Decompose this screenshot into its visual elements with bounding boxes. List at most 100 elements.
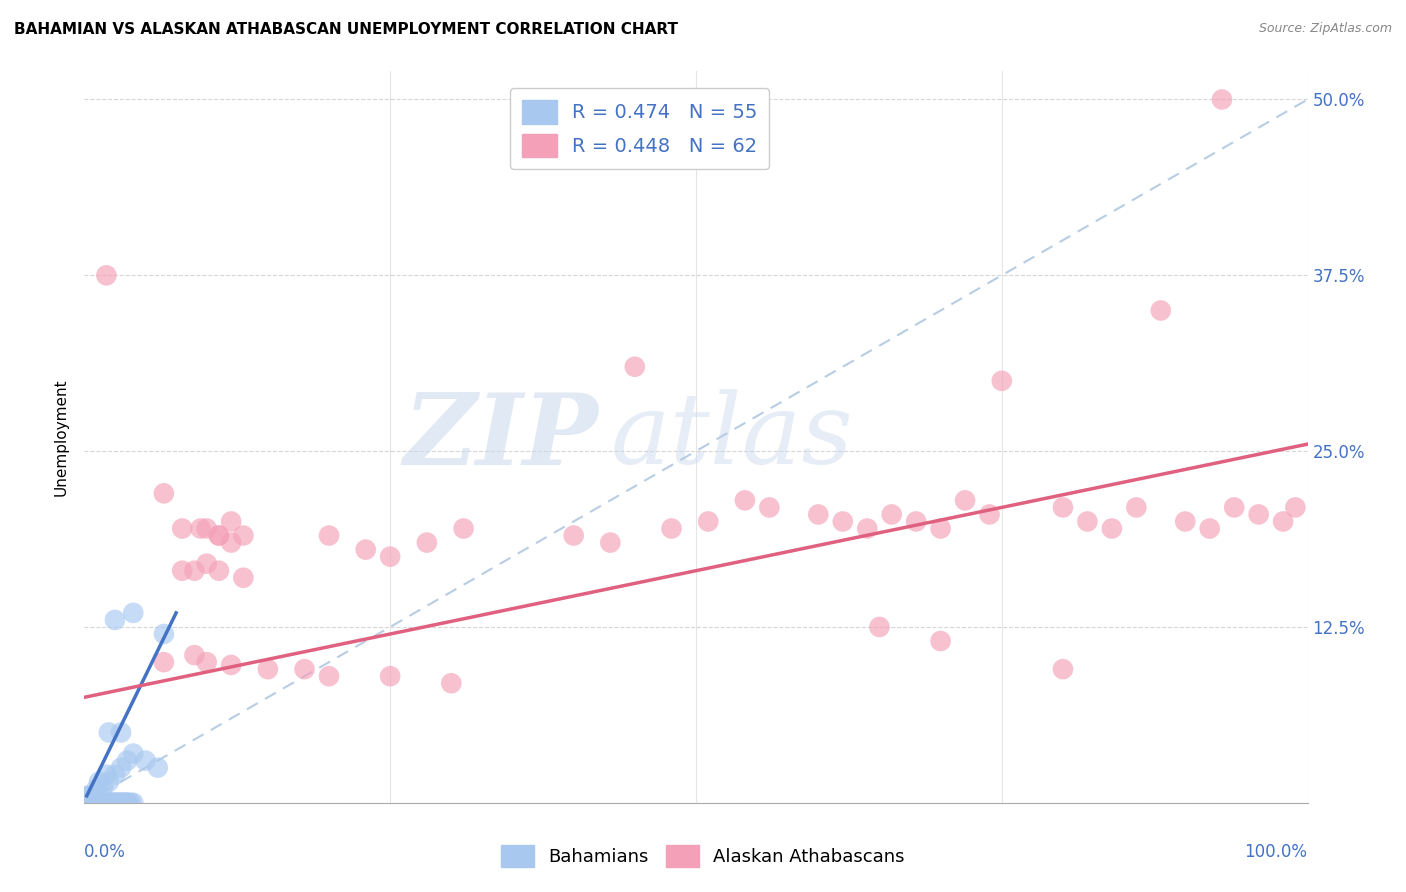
Point: [354, 542, 377, 557]
Point: [172, 521, 194, 535]
Point: [697, 515, 720, 529]
Point: [453, 521, 475, 535]
Point: [146, 761, 169, 775]
Point: [105, 796, 128, 810]
Point: [110, 725, 132, 739]
Point: [153, 627, 176, 641]
Point: [195, 521, 218, 535]
Point: [108, 796, 131, 810]
Point: [1223, 500, 1246, 515]
Point: [257, 662, 280, 676]
Point: [86, 781, 108, 796]
Point: [219, 515, 242, 529]
Point: [117, 796, 139, 810]
Point: [77, 796, 100, 810]
Point: [1174, 515, 1197, 529]
Point: [122, 747, 145, 761]
Point: [122, 796, 145, 810]
Point: [1247, 508, 1270, 522]
Point: [1198, 521, 1220, 535]
Point: [87, 796, 110, 810]
Point: [318, 528, 340, 542]
Point: [599, 535, 621, 549]
Point: [90, 796, 112, 810]
Point: [183, 564, 205, 578]
Text: 0.0%: 0.0%: [84, 843, 127, 861]
Point: [562, 528, 585, 542]
Point: [624, 359, 647, 374]
Point: [1211, 93, 1233, 107]
Point: [79, 796, 101, 810]
Point: [87, 774, 110, 789]
Point: [104, 767, 127, 781]
Point: [112, 796, 135, 810]
Point: [96, 268, 118, 283]
Point: [105, 796, 128, 810]
Point: [80, 789, 103, 803]
Point: [953, 493, 976, 508]
Point: [232, 528, 254, 542]
Text: 100.0%: 100.0%: [1244, 843, 1308, 861]
Point: [1052, 662, 1074, 676]
Point: [1125, 500, 1147, 515]
Point: [294, 662, 316, 676]
Point: [120, 796, 142, 810]
Point: [929, 634, 952, 648]
Text: atlas: atlas: [610, 390, 853, 484]
Point: [440, 676, 463, 690]
Point: [83, 796, 105, 810]
Y-axis label: Unemployment: Unemployment: [53, 378, 69, 496]
Point: [100, 796, 122, 810]
Point: [86, 796, 108, 810]
Point: [111, 796, 134, 810]
Point: [208, 528, 231, 542]
Point: [110, 796, 132, 810]
Point: [96, 796, 118, 810]
Point: [89, 796, 111, 810]
Text: Source: ZipAtlas.com: Source: ZipAtlas.com: [1258, 22, 1392, 36]
Point: [103, 796, 125, 810]
Point: [758, 500, 780, 515]
Point: [1052, 500, 1074, 515]
Point: [685, 93, 707, 107]
Point: [97, 725, 120, 739]
Point: [97, 774, 120, 789]
Point: [734, 493, 756, 508]
Point: [1101, 521, 1123, 535]
Legend: Bahamians, Alaskan Athabascans: Bahamians, Alaskan Athabascans: [494, 838, 912, 874]
Point: [318, 669, 340, 683]
Point: [905, 515, 928, 529]
Point: [190, 521, 212, 535]
Point: [869, 620, 891, 634]
Point: [195, 655, 218, 669]
Point: [80, 796, 103, 810]
Point: [153, 655, 176, 669]
Point: [856, 521, 879, 535]
Point: [114, 796, 136, 810]
Point: [1284, 500, 1306, 515]
Point: [91, 781, 114, 796]
Text: ZIP: ZIP: [404, 389, 598, 485]
Point: [929, 521, 952, 535]
Point: [380, 549, 402, 564]
Point: [880, 508, 903, 522]
Point: [76, 789, 98, 803]
Point: [97, 796, 120, 810]
Point: [1272, 515, 1295, 529]
Point: [77, 796, 100, 810]
Point: [84, 796, 107, 810]
Point: [232, 571, 254, 585]
Point: [219, 657, 242, 672]
Point: [380, 669, 402, 683]
Point: [661, 521, 683, 535]
Point: [115, 754, 138, 768]
Point: [979, 508, 1001, 522]
Point: [115, 796, 138, 810]
Legend: R = 0.474   N = 55, R = 0.448   N = 62: R = 0.474 N = 55, R = 0.448 N = 62: [510, 88, 769, 169]
Point: [96, 767, 118, 781]
Point: [82, 796, 104, 810]
Point: [208, 564, 231, 578]
Point: [219, 535, 242, 549]
Point: [831, 515, 853, 529]
Point: [107, 796, 129, 810]
